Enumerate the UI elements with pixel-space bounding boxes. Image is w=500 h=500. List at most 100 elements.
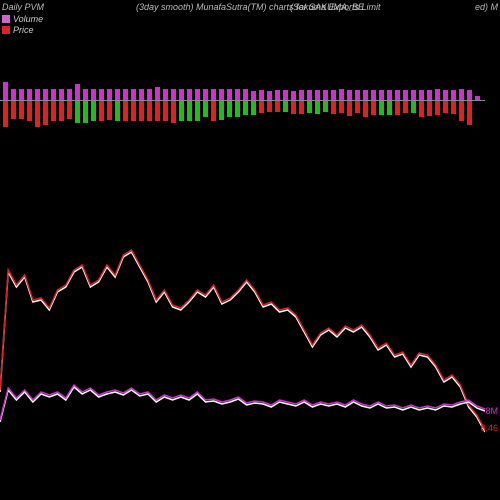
bar-down bbox=[91, 101, 96, 121]
bar-up bbox=[323, 90, 328, 100]
bar-down bbox=[419, 101, 424, 117]
bar-up bbox=[115, 89, 120, 100]
bar-up bbox=[443, 90, 448, 100]
bar-up bbox=[467, 90, 472, 100]
header-ticker: (Sakuma Exports Limit bbox=[290, 2, 381, 12]
bar-down bbox=[411, 101, 416, 113]
bar-up bbox=[67, 89, 72, 100]
bar-down bbox=[67, 101, 72, 119]
bar-down bbox=[3, 101, 8, 127]
bar-up bbox=[163, 89, 168, 100]
bar-down bbox=[259, 101, 264, 113]
bar-up bbox=[35, 89, 40, 100]
legend-volume-label: Volume bbox=[13, 14, 43, 24]
bar-up bbox=[267, 91, 272, 100]
bar-down bbox=[19, 101, 24, 119]
bar-up bbox=[427, 90, 432, 100]
bar-down bbox=[187, 101, 192, 121]
bar-down bbox=[355, 101, 360, 113]
chart-line bbox=[0, 250, 485, 430]
bar-down bbox=[179, 101, 184, 121]
bar-down bbox=[387, 101, 392, 115]
bar-up bbox=[251, 91, 256, 100]
bar-down bbox=[75, 101, 80, 123]
bar-down bbox=[107, 101, 112, 120]
bar-down bbox=[467, 101, 472, 125]
bar-up bbox=[195, 89, 200, 100]
bar-down bbox=[291, 101, 296, 114]
bar-up bbox=[235, 89, 240, 100]
bar-down bbox=[139, 101, 144, 121]
legend-price: Price bbox=[2, 25, 43, 35]
bar-down bbox=[427, 101, 432, 116]
bar-down bbox=[323, 101, 328, 112]
bar-up bbox=[11, 89, 16, 100]
bar-down bbox=[203, 101, 208, 117]
line-chart-svg bbox=[0, 230, 485, 450]
bar-up bbox=[307, 90, 312, 100]
bar-up bbox=[371, 90, 376, 100]
legend: Volume Price bbox=[2, 14, 43, 36]
bar-up bbox=[475, 96, 480, 100]
bar-up bbox=[299, 90, 304, 100]
bar-down bbox=[435, 101, 440, 115]
bar-up bbox=[139, 89, 144, 100]
bar-down bbox=[307, 101, 312, 113]
bar-down bbox=[339, 101, 344, 113]
bar-down bbox=[443, 101, 448, 113]
bar-up bbox=[459, 89, 464, 100]
bar-up bbox=[3, 82, 8, 100]
bar-down bbox=[155, 101, 160, 121]
bar-up bbox=[91, 89, 96, 100]
bar-up bbox=[403, 90, 408, 100]
chart-line bbox=[0, 387, 485, 422]
bar-up bbox=[435, 89, 440, 100]
bar-up bbox=[387, 90, 392, 100]
bar-up bbox=[259, 90, 264, 100]
header: Daily PVM (3day smooth) MunafaSutra(TM) … bbox=[0, 2, 500, 14]
bar-down bbox=[243, 101, 248, 115]
bar-down bbox=[227, 101, 232, 117]
bar-up bbox=[179, 89, 184, 100]
bar-up bbox=[339, 89, 344, 100]
bar-down bbox=[11, 101, 16, 119]
bar-down bbox=[51, 101, 56, 121]
bar-down bbox=[251, 101, 256, 115]
bar-down bbox=[195, 101, 200, 121]
bar-down bbox=[27, 101, 32, 121]
bar-up bbox=[123, 89, 128, 100]
bar-up bbox=[315, 90, 320, 100]
bar-down bbox=[171, 101, 176, 123]
bar-up bbox=[411, 90, 416, 100]
bar-up bbox=[19, 89, 24, 100]
bar-up bbox=[379, 90, 384, 100]
bar-up bbox=[395, 90, 400, 100]
bar-up bbox=[451, 90, 456, 100]
bar-down bbox=[459, 101, 464, 121]
bottom-line-chart bbox=[0, 230, 485, 450]
bar-up bbox=[219, 89, 224, 100]
bar-down bbox=[371, 101, 376, 115]
bar-up bbox=[59, 89, 64, 100]
bar-up bbox=[211, 89, 216, 100]
bar-up bbox=[275, 90, 280, 100]
bar-down bbox=[219, 101, 224, 120]
bar-down bbox=[123, 101, 128, 121]
bar-down bbox=[275, 101, 280, 112]
bar-down bbox=[99, 101, 104, 121]
bar-up bbox=[27, 89, 32, 100]
bar-up bbox=[155, 87, 160, 100]
bar-down bbox=[403, 101, 408, 113]
legend-volume: Volume bbox=[2, 14, 43, 24]
bar-down bbox=[131, 101, 136, 121]
legend-price-label: Price bbox=[13, 25, 34, 35]
bar-down bbox=[35, 101, 40, 127]
bar-down bbox=[211, 101, 216, 121]
top-bar-chart bbox=[0, 60, 485, 140]
bar-down bbox=[235, 101, 240, 117]
bar-down bbox=[347, 101, 352, 116]
bar-up bbox=[355, 90, 360, 100]
bar-up bbox=[131, 89, 136, 100]
bar-down bbox=[331, 101, 336, 114]
header-right: ed) M bbox=[475, 2, 498, 14]
